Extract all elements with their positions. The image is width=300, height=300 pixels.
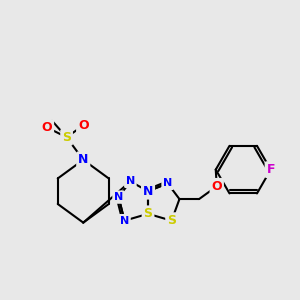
Text: N: N xyxy=(163,178,172,188)
Text: O: O xyxy=(212,180,222,193)
Text: N: N xyxy=(114,192,123,202)
Text: N: N xyxy=(120,216,129,226)
Text: F: F xyxy=(266,163,275,176)
Text: N: N xyxy=(126,176,135,186)
Text: N: N xyxy=(78,153,88,166)
Text: S: S xyxy=(167,214,176,227)
Text: S: S xyxy=(143,207,152,220)
Text: N: N xyxy=(143,185,153,198)
Text: O: O xyxy=(42,121,52,134)
Text: S: S xyxy=(62,131,71,144)
Text: O: O xyxy=(78,119,88,132)
